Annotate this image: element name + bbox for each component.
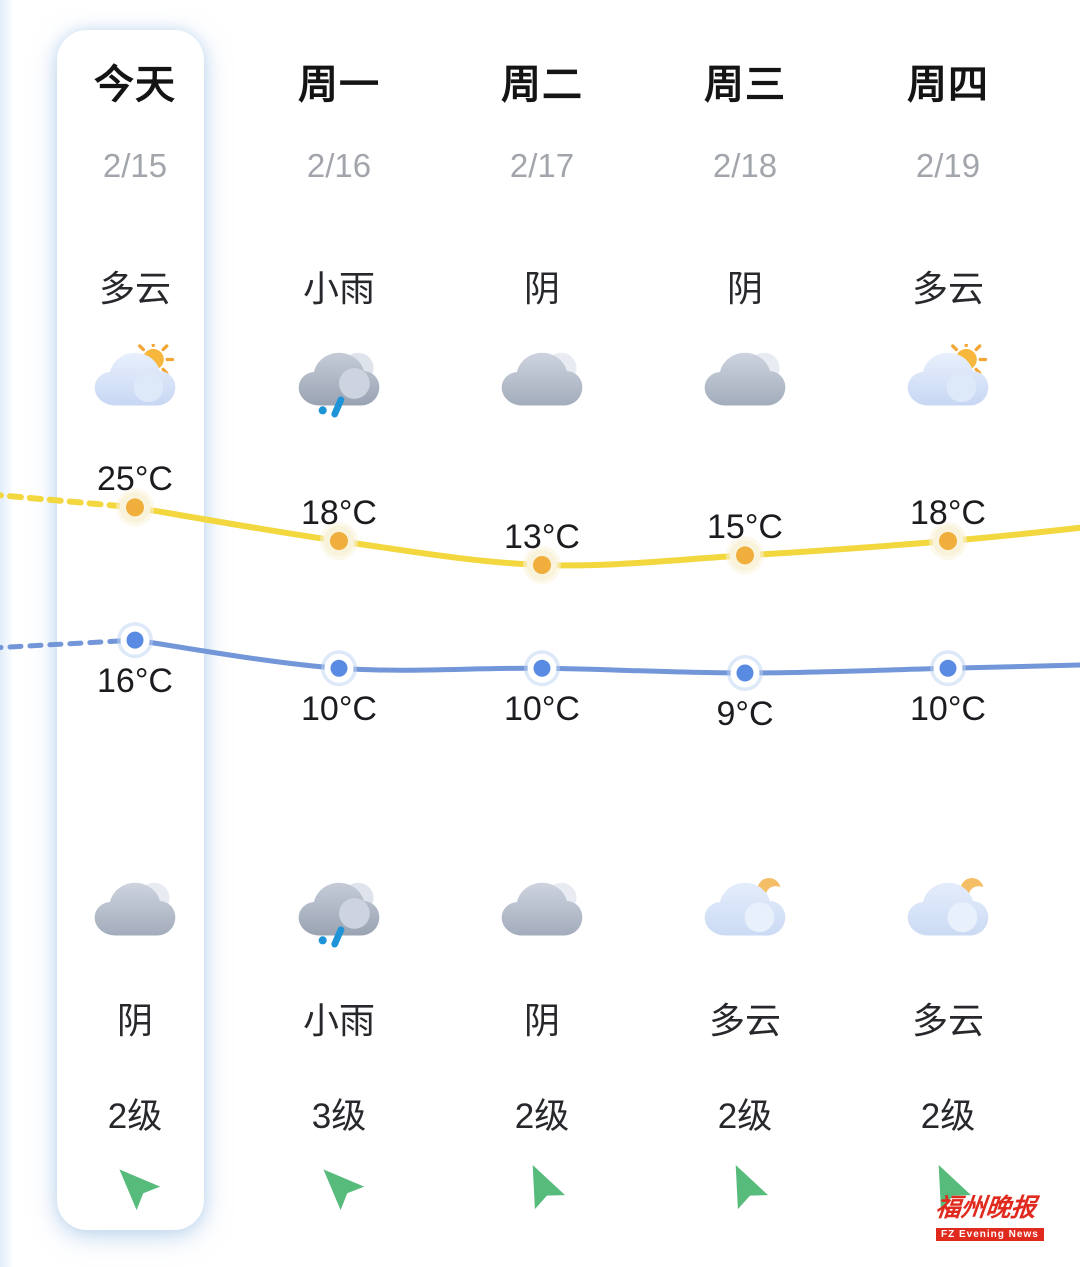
day-column-2/17[interactable]: 周二 2/17 阴 阴 2级: [441, 0, 644, 1267]
wind-level: 2级: [717, 1097, 773, 1136]
watermark-subtitle: FZ Evening News: [936, 1228, 1044, 1241]
day-column-2/19[interactable]: 周四 2/19 多云 多云 2级: [847, 0, 1050, 1267]
night-weather-icon: [34, 874, 237, 951]
night-weather-icon: [441, 874, 644, 951]
day-column-2/16[interactable]: 周一 2/16 小雨 小雨 3级: [238, 0, 441, 1267]
low-temp-label: 10°C: [910, 690, 986, 728]
day-weather-icon: [34, 344, 237, 421]
day-name: 周一: [298, 63, 380, 107]
day-date: 2/16: [306, 147, 372, 184]
high-temp-label: 18°C: [910, 494, 986, 532]
wind-level: 3级: [311, 1097, 367, 1136]
high-temp-label: 13°C: [504, 518, 580, 556]
wind-direction-arrow-icon: [644, 1158, 847, 1212]
low-temp-label: 9°C: [716, 695, 773, 733]
day-condition: 阴: [726, 268, 763, 309]
night-condition: 多云: [708, 1000, 781, 1041]
night-condition: 多云: [911, 1000, 984, 1041]
wind-direction-arrow-icon: [441, 1158, 644, 1212]
night-condition: 阴: [116, 1000, 153, 1041]
day-date: 2/17: [509, 147, 575, 184]
day-date: 2/15: [102, 147, 168, 184]
high-temp-label: 25°C: [97, 460, 173, 498]
high-temp-label: 15°C: [707, 508, 783, 546]
night-weather-icon: [238, 874, 441, 951]
day-weather-icon: [847, 344, 1050, 421]
wind-direction-arrow-icon: [847, 1158, 1050, 1212]
high-temp-label: 18°C: [301, 494, 377, 532]
wind-direction-arrow-icon: [34, 1158, 237, 1212]
low-temp-label: 10°C: [301, 690, 377, 728]
day-date: 2/18: [712, 147, 778, 184]
wind-level: 2级: [514, 1097, 570, 1136]
day-condition: 多云: [911, 268, 984, 309]
day-condition: 阴: [523, 268, 560, 309]
night-weather-icon: [644, 874, 847, 951]
night-condition: 阴: [523, 1000, 560, 1041]
day-name: 周三: [704, 63, 786, 107]
day-column-2/15[interactable]: 今天 2/15 多云 阴 2级: [34, 0, 237, 1267]
low-temp-label: 10°C: [504, 690, 580, 728]
night-weather-icon: [847, 874, 1050, 951]
day-condition: 多云: [98, 268, 171, 309]
night-condition: 小雨: [302, 1000, 375, 1041]
left-edge-glow: [0, 0, 14, 1267]
day-weather-icon: [644, 344, 847, 421]
day-name: 今天: [94, 63, 176, 107]
wind-level: 2级: [107, 1097, 163, 1136]
day-condition: 小雨: [302, 268, 375, 309]
low-temp-label: 16°C: [97, 662, 173, 700]
day-weather-icon: [441, 344, 644, 421]
watermark-title: 福州晚报: [934, 1194, 1038, 1222]
day-name: 周四: [907, 63, 989, 107]
day-name: 周二: [501, 63, 583, 107]
wind-level: 2级: [920, 1097, 976, 1136]
watermark: 福州晚报 FZ Evening News: [934, 1188, 1044, 1242]
temperature-trend-chart: 25°C 18°C 13°C 15°C 18°C 16°C 10°C 10°C 9°C 10°C: [0, 460, 1080, 733]
wind-direction-arrow-icon: [238, 1158, 441, 1212]
day-weather-icon: [238, 344, 441, 421]
day-column-2/18[interactable]: 周三 2/18 阴 多云 2级: [644, 0, 847, 1267]
day-date: 2/19: [915, 147, 981, 184]
